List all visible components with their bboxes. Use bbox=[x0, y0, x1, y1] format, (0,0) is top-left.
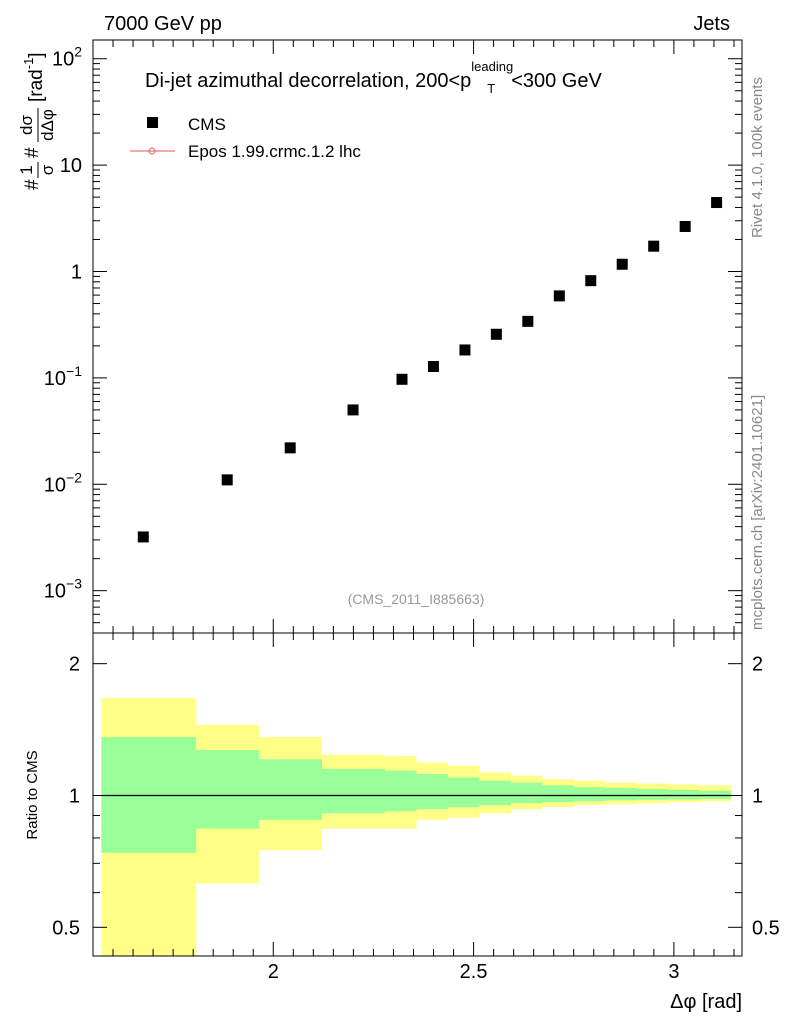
ratio-y-tick-label-left: 2 bbox=[69, 654, 80, 676]
x-tick-label: 3 bbox=[668, 961, 679, 983]
uncertainty-band-inner bbox=[541, 785, 574, 803]
svg-text:σ: σ bbox=[38, 164, 57, 175]
data-point bbox=[490, 328, 502, 340]
uncertainty-band-inner bbox=[321, 768, 385, 814]
ratio-y-tick-label-left: 1 bbox=[69, 785, 80, 807]
ratio-y-tick-label-left: 0.5 bbox=[52, 917, 80, 939]
y-tick-label: 10−3 bbox=[44, 576, 82, 603]
x-tick-label: 2.5 bbox=[460, 961, 488, 983]
ratio-axes: 2 2 1 1 0.5 0.5 2 2.5 3 bbox=[52, 632, 780, 983]
svg-text:#: # bbox=[22, 147, 43, 158]
svg-text:dσ: dσ bbox=[17, 115, 36, 135]
svg-text:[rad-1]: [rad-1] bbox=[21, 52, 47, 102]
uncertainty-band-inner bbox=[478, 780, 511, 806]
y-tick-label-base: 10 bbox=[52, 49, 74, 71]
data-point bbox=[459, 344, 471, 356]
ratio-panel bbox=[101, 697, 732, 956]
data-point bbox=[648, 240, 660, 252]
uncertainty-band-inner bbox=[604, 788, 637, 801]
uncertainty-band-inner bbox=[636, 788, 669, 800]
uncertainty-band-inner bbox=[510, 782, 543, 804]
main-ylabel: # 1 σ # dσ dΔφ [rad-1] bbox=[17, 52, 57, 190]
uncertainty-band-inner bbox=[258, 759, 323, 820]
uncertainty-band-inner bbox=[699, 790, 732, 799]
process-label: Jets bbox=[693, 13, 730, 35]
y-tick-label: 10 bbox=[60, 155, 82, 177]
legend-epos-label: Epos 1.99.crmc.1.2 lhc bbox=[188, 142, 361, 161]
data-point bbox=[396, 373, 408, 385]
y-tick-label: 1 bbox=[71, 262, 82, 284]
data-point bbox=[221, 474, 233, 486]
legend-epos-marker bbox=[148, 147, 156, 155]
data-point bbox=[284, 442, 296, 454]
ratio-y-tick-label-right: 0.5 bbox=[752, 917, 780, 939]
y-tick-label-exp: −1 bbox=[66, 363, 82, 379]
y-tick-label: 10−1 bbox=[44, 363, 82, 390]
xaxis-label: Δφ [rad] bbox=[670, 991, 742, 1013]
legend-cms-marker bbox=[147, 117, 158, 128]
legend-cms-label: CMS bbox=[188, 115, 226, 134]
svg-text:#: # bbox=[22, 179, 43, 190]
uncertainty-band-inner bbox=[573, 787, 606, 802]
chart-title: Di-jet azimuthal decorrelation, 200<plea… bbox=[145, 59, 602, 96]
data-point bbox=[585, 275, 597, 287]
energy-label: 7000 GeV pp bbox=[104, 13, 222, 35]
uncertainty-band-inner bbox=[384, 770, 417, 812]
uncertainty-band-inner bbox=[447, 777, 480, 808]
y-tick-label-base: 10 bbox=[44, 581, 66, 603]
data-point bbox=[137, 531, 149, 543]
rivet-label: Rivet 4.1.0, 100k events bbox=[749, 77, 766, 238]
data-point bbox=[711, 197, 723, 209]
uncertainty-band-inner bbox=[195, 750, 259, 829]
svg-text:dΔφ: dΔφ bbox=[38, 109, 57, 141]
y-tick-label: 102 bbox=[52, 44, 82, 71]
data-point bbox=[553, 290, 565, 302]
svg-text:1: 1 bbox=[17, 165, 36, 174]
source-label: mcplots.cern.ch [arXiv:2401.10621] bbox=[749, 395, 766, 630]
y-tick-label-exp: −2 bbox=[66, 469, 82, 485]
y-tick-label-base: 10 bbox=[44, 368, 66, 390]
y-tick-label-exp: 2 bbox=[74, 44, 82, 60]
analysis-watermark: (CMS_2011_I885663) bbox=[348, 591, 485, 607]
data-point bbox=[616, 258, 628, 270]
uncertainty-band-inner bbox=[667, 789, 700, 800]
y-tick-label: 10−2 bbox=[44, 469, 82, 496]
ratio-ylabel: Ratio to CMS bbox=[24, 750, 41, 839]
data-point bbox=[522, 315, 534, 327]
x-tick-label: 2 bbox=[268, 961, 279, 983]
ratio-y-tick-label-right: 1 bbox=[752, 785, 763, 807]
ratio-y-tick-label-right: 2 bbox=[752, 654, 763, 676]
uncertainty-band-inner bbox=[415, 773, 448, 810]
y-tick-label-exp: −3 bbox=[66, 576, 82, 592]
data-point bbox=[347, 404, 359, 416]
ratio-frame bbox=[92, 632, 743, 957]
data-point bbox=[427, 360, 439, 372]
main-data-layer bbox=[137, 197, 723, 543]
y-tick-label-base: 10 bbox=[44, 474, 66, 496]
uncertainty-band-inner bbox=[101, 737, 197, 853]
data-point bbox=[679, 220, 691, 232]
